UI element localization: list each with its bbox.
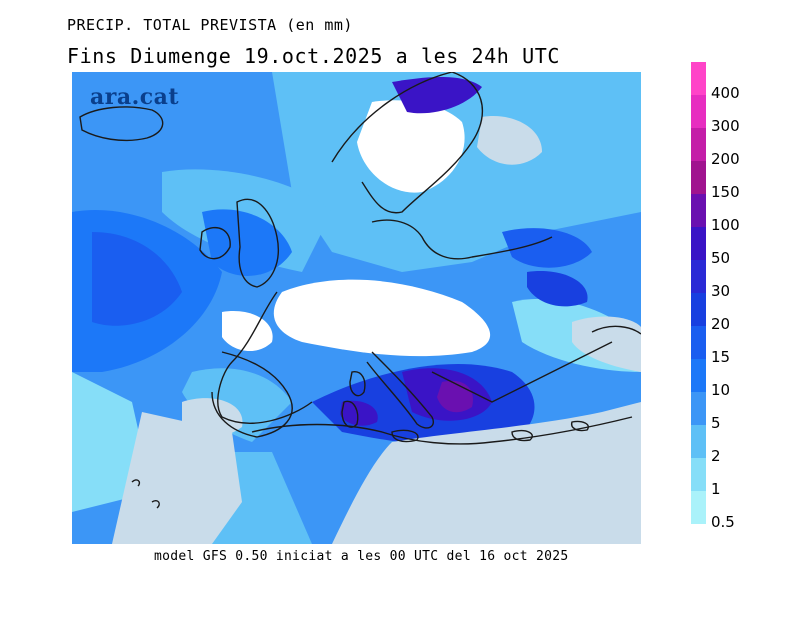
legend-swatch <box>691 293 706 326</box>
precipitation-map <box>72 72 641 544</box>
legend-swatch <box>691 326 706 359</box>
legend-swatch <box>691 359 706 392</box>
legend-label: 2 <box>711 447 721 465</box>
precip-zone-eastern-europe <box>527 271 588 307</box>
map-subtitle: Fins Diumenge 19.oct.2025 a les 24h UTC <box>67 44 560 68</box>
color-scale-legend <box>691 62 706 524</box>
legend-label: 0.5 <box>711 513 735 531</box>
legend-label: 300 <box>711 117 740 135</box>
coast-iberia <box>211 351 293 438</box>
model-info-caption: model GFS 0.50 iniciat a les 00 UTC del … <box>154 549 569 564</box>
dry-zone-central-europe <box>273 279 491 357</box>
legend-swatch <box>691 425 706 458</box>
precip-zone-sardinia <box>340 400 378 426</box>
land-finland <box>477 116 542 165</box>
coast-canary-islands <box>131 479 160 509</box>
legend-label: 5 <box>711 414 721 432</box>
legend-swatch <box>691 194 706 227</box>
coast-iceland <box>79 106 164 142</box>
coast-corsica <box>349 371 366 397</box>
coast-italy <box>366 351 434 429</box>
legend-swatch <box>691 95 706 128</box>
legend-label: 1 <box>711 480 721 498</box>
legend-swatch <box>691 491 706 524</box>
coastlines <box>79 72 641 509</box>
legend-label: 10 <box>711 381 731 399</box>
precip-zone-ireland <box>202 209 292 276</box>
legend-label: 15 <box>711 348 731 366</box>
coast-scandinavia <box>331 72 483 214</box>
land-north-africa <box>332 402 641 544</box>
legend-swatch <box>691 227 706 260</box>
legend-label: 150 <box>711 183 740 201</box>
precip-zone-baltic <box>502 228 592 268</box>
coast-france-iberia <box>217 291 313 424</box>
map-canvas <box>72 72 641 544</box>
coast-sardinia <box>341 400 359 428</box>
precip-zone-atlantic-2 <box>92 232 182 326</box>
coast-cyprus <box>570 420 589 432</box>
legend-swatch <box>691 392 706 425</box>
legend-swatch <box>691 458 706 491</box>
legend-swatch <box>691 161 706 194</box>
legend-swatch <box>691 260 706 293</box>
coast-crete <box>511 430 533 442</box>
legend-label: 400 <box>711 84 740 102</box>
coast-balkans <box>431 341 613 403</box>
legend-label: 100 <box>711 216 740 234</box>
coast-black-sea <box>591 325 641 335</box>
legend-label: 200 <box>711 150 740 168</box>
dry-zone-scandinavia <box>357 100 465 193</box>
precip-zone-iberia-west <box>182 368 292 442</box>
land-morocco <box>112 412 242 544</box>
coast-ireland <box>199 227 231 260</box>
coast-north-africa <box>251 416 633 445</box>
legend-label: 30 <box>711 282 731 300</box>
legend-label: 50 <box>711 249 731 267</box>
map-title: PRECIP. TOTAL PREVISTA (en mm) <box>67 16 353 34</box>
ara-cat-logo: ara.cat <box>90 84 180 110</box>
coast-baltic <box>371 219 553 260</box>
legend-swatch <box>691 62 706 95</box>
legend-label: 20 <box>711 315 731 333</box>
legend-swatch <box>691 128 706 161</box>
coast-great-britain <box>236 198 279 288</box>
